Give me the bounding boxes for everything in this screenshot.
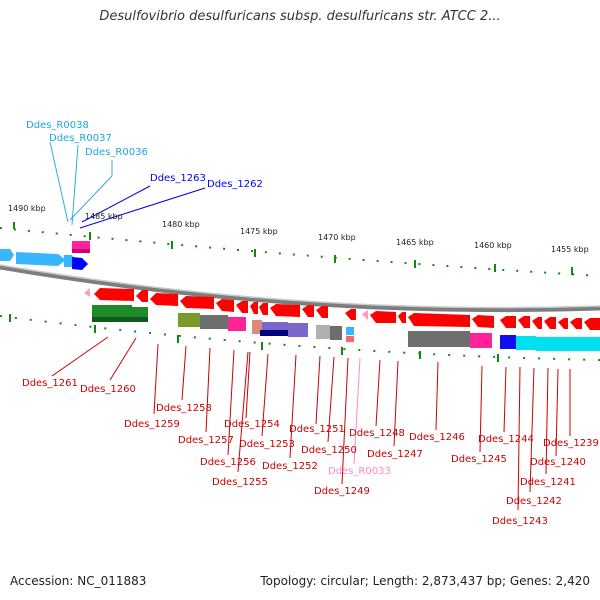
- gene-label-bottom[interactable]: Ddes_1250: [301, 445, 357, 456]
- gene-label-bottom[interactable]: Ddes_1253: [239, 439, 295, 450]
- pseudo-gene[interactable]: [84, 288, 90, 297]
- gene-arrow[interactable]: [94, 288, 134, 301]
- gene-arrow[interactable]: [270, 304, 300, 317]
- gene-label-top[interactable]: Ddes_1262: [207, 179, 263, 190]
- gene-label-bottom[interactable]: Ddes_1248: [349, 428, 405, 439]
- gene-label-bottom[interactable]: Ddes_1256: [200, 457, 256, 468]
- feature-bars: [92, 305, 600, 351]
- scale-label: 1470 kbp: [318, 233, 356, 242]
- gene-arrow[interactable]: [472, 315, 494, 328]
- topology-text: Topology: circular; Length: 2,873,437 bp…: [260, 574, 590, 588]
- gene-arrow[interactable]: [558, 318, 568, 329]
- gene-arrow[interactable]: [408, 313, 470, 327]
- gene-arrow[interactable]: [136, 290, 148, 302]
- gene-label-bottom[interactable]: Ddes_1240: [530, 457, 586, 468]
- gene-label-bottom[interactable]: Ddes_R0033: [328, 466, 391, 477]
- gene-label-top[interactable]: Ddes_1263: [150, 173, 206, 184]
- scale-label: 1460 kbp: [474, 241, 512, 250]
- gene-arrow[interactable]: [532, 317, 542, 329]
- scale-label: 1475 kbp: [240, 227, 278, 236]
- gene-arrow[interactable]: [16, 252, 66, 266]
- gene-label-bottom[interactable]: Ddes_1246: [409, 432, 465, 443]
- gene-arrow[interactable]: [345, 309, 356, 320]
- gene-arrow[interactable]: [250, 302, 258, 314]
- gene-arrow[interactable]: [216, 299, 234, 312]
- gene-arrow[interactable]: [180, 296, 214, 309]
- gene-label-bottom[interactable]: Ddes_1254: [224, 419, 280, 430]
- gene-arrow[interactable]: [570, 318, 582, 329]
- gene-label-top[interactable]: Ddes_R0037: [49, 133, 112, 144]
- gene-label-bottom[interactable]: Ddes_1258: [156, 403, 212, 414]
- gene-arrow[interactable]: [0, 249, 14, 261]
- gene-label-top[interactable]: Ddes_R0038: [26, 120, 89, 131]
- scale-track-bottom: [0, 315, 600, 361]
- gene-arrow[interactable]: [370, 311, 396, 323]
- gene-label-bottom[interactable]: Ddes_1261: [22, 378, 78, 389]
- gene-label-bottom[interactable]: Ddes_1251: [289, 424, 345, 435]
- gene-arrow[interactable]: [259, 303, 268, 315]
- scale-label: 1490 kbp: [8, 204, 46, 213]
- gene-arrow[interactable]: [72, 257, 88, 270]
- gene-label-bottom[interactable]: Ddes_1255: [212, 477, 268, 488]
- gene-arrow[interactable]: [316, 306, 328, 318]
- gene-arrow[interactable]: [500, 316, 516, 328]
- scale-major-ticks: [13, 222, 573, 275]
- gene-arrow[interactable]: [302, 305, 314, 317]
- scale-minor-ticks: [9, 314, 499, 362]
- gene-arrow[interactable]: [236, 301, 248, 313]
- scale-label: 1485 kbp: [85, 212, 123, 221]
- scale-label: 1480 kbp: [162, 220, 200, 229]
- gene-arrow[interactable]: [518, 316, 530, 328]
- gene-label-bottom[interactable]: Ddes_1245: [451, 454, 507, 465]
- gene-label-bottom[interactable]: Ddes_1243: [492, 516, 548, 527]
- gene-label-top[interactable]: Ddes_R0036: [85, 147, 148, 158]
- gene-label-bottom[interactable]: Ddes_1259: [124, 419, 180, 430]
- reverse-genes[interactable]: [84, 288, 600, 330]
- gene-label-bottom[interactable]: Ddes_1242: [506, 496, 562, 507]
- scale-label: 1465 kbp: [396, 238, 434, 247]
- pseudo-gene[interactable]: [362, 310, 368, 320]
- forward-genes[interactable]: [0, 241, 90, 270]
- gene-arrow[interactable]: [398, 312, 406, 323]
- gene-arrow[interactable]: [544, 317, 556, 329]
- genome-backbone: [0, 264, 600, 313]
- gene-label-bottom[interactable]: Ddes_1257: [178, 435, 234, 446]
- accession-text: Accession: NC_011883: [10, 574, 147, 588]
- genome-title: Desulfovibrio desulfuricans subsp. desul…: [99, 9, 501, 24]
- gene-label-bottom[interactable]: Ddes_1239: [543, 438, 599, 449]
- gene-label-bottom[interactable]: Ddes_1252: [262, 461, 318, 472]
- scale-label: 1455 kbp: [551, 245, 589, 254]
- gene-label-bottom[interactable]: Ddes_1247: [367, 449, 423, 460]
- gene-label-bottom[interactable]: Ddes_1244: [478, 434, 534, 445]
- gene-label-bottom[interactable]: Ddes_1260: [80, 384, 136, 395]
- gene-arrow[interactable]: [150, 293, 178, 306]
- scale-track-top: [0, 227, 600, 277]
- gene-label-bottom[interactable]: Ddes_1249: [314, 486, 370, 497]
- gene-label-bottom[interactable]: Ddes_1241: [520, 477, 576, 488]
- gene-arrow[interactable]: [584, 318, 600, 330]
